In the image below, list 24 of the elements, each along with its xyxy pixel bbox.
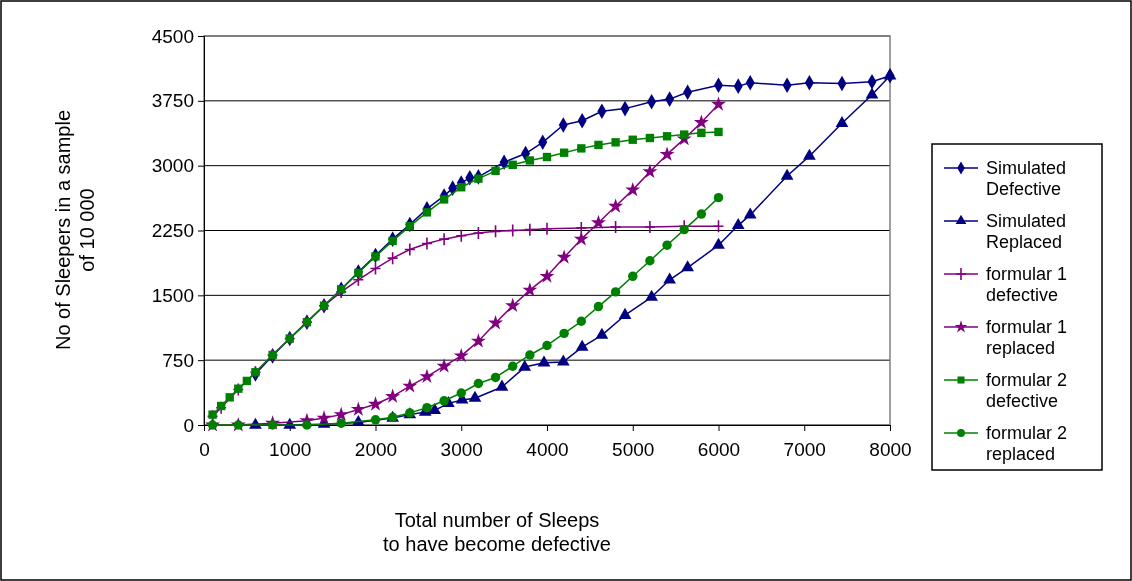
y-tick-label: 2250 (151, 220, 194, 242)
x-tick-label: 3000 (440, 439, 483, 461)
x-tick-label: 1000 (269, 439, 312, 461)
legend-label: formular 1 replaced (986, 317, 1068, 358)
legend-label: formular 2 defective (986, 370, 1068, 411)
y-tick-label: 0 (183, 414, 194, 436)
x-tick-label: 2000 (354, 439, 398, 461)
y-tick-label: 3000 (151, 155, 194, 177)
y-tick-label: 3750 (151, 90, 194, 112)
legend-label: formular 2 replaced (986, 423, 1068, 464)
legend-label: formular 1 defective (986, 264, 1068, 305)
x-tick-label: 7000 (783, 439, 826, 461)
x-tick-label: 0 (199, 439, 210, 461)
legend-label: Simulated Replaced (986, 211, 1067, 252)
legend-label: Simulated Defective (986, 158, 1067, 199)
y-tick-label: 750 (162, 349, 194, 371)
x-tick-label: 8000 (869, 439, 912, 461)
x-tick-label: 6000 (697, 439, 741, 461)
x-tick-label: 5000 (612, 439, 655, 461)
y-tick-label: 1500 (151, 284, 194, 306)
y-tick-label: 4500 (151, 25, 194, 47)
x-tick-label: 4000 (526, 439, 569, 461)
x-axis-title: Total number of Sleeps to have become defective (383, 509, 611, 555)
y-axis-title: No of Sleepers in a sample of 10 000 (52, 109, 98, 351)
